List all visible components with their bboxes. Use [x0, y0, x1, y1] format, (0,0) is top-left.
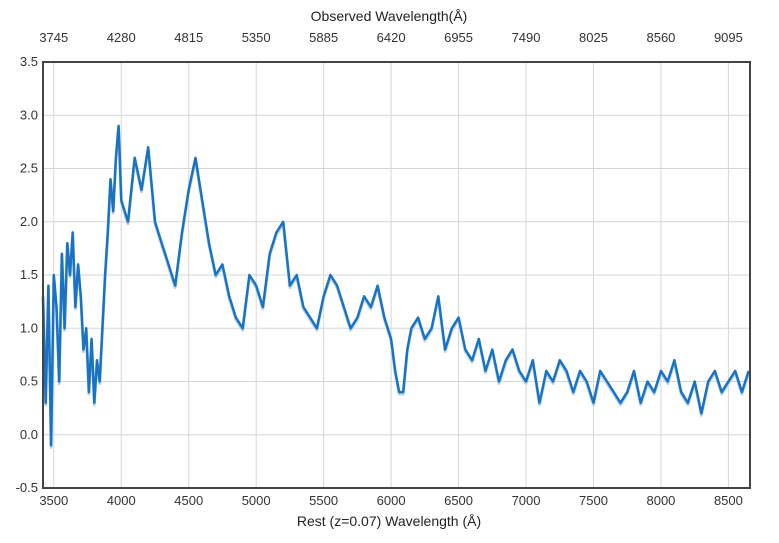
- y-tick-label: -0.5: [16, 480, 38, 495]
- x-tick-label: 7500: [579, 493, 608, 508]
- top-tick-label: 7490: [512, 30, 541, 45]
- y-tick-label: 1.0: [20, 320, 38, 335]
- y-tick-label: 3.0: [20, 107, 38, 122]
- x-tick-label: 3500: [39, 493, 68, 508]
- top-tick-label: 5885: [309, 30, 338, 45]
- plot-frame: [42, 61, 751, 489]
- top-axis-title: Observed Wavelength(Å): [311, 8, 468, 24]
- x-tick-label: 7000: [512, 493, 541, 508]
- y-tick-label: 1.5: [20, 267, 38, 282]
- y-tick-label: 0.5: [20, 374, 38, 389]
- x-tick-label: 4000: [107, 493, 136, 508]
- top-tick-label: 8025: [579, 30, 608, 45]
- x-tick-label: 5500: [309, 493, 338, 508]
- top-tick-label: 4280: [107, 30, 136, 45]
- x-tick-label: 5000: [242, 493, 271, 508]
- y-tick-label: 3.5: [20, 54, 38, 69]
- y-tick-label: 2.5: [20, 161, 38, 176]
- y-tick-label: 0.0: [20, 427, 38, 442]
- x-tick-label: 8000: [646, 493, 675, 508]
- top-tick-label: 5350: [242, 30, 271, 45]
- top-tick-label: 8560: [646, 30, 675, 45]
- x-tick-label: 8500: [714, 493, 743, 508]
- x-tick-label: 6000: [377, 493, 406, 508]
- x-tick-label: 6500: [444, 493, 473, 508]
- y-tick-label: 2.0: [20, 214, 38, 229]
- top-tick-label: 3745: [39, 30, 68, 45]
- top-tick-label: 6955: [444, 30, 473, 45]
- top-tick-label: 9095: [714, 30, 743, 45]
- data-layer: [41, 124, 751, 449]
- x-axis-title: Rest (z=0.07) Wavelength (Å): [297, 513, 481, 529]
- tick-layer: -0.5 0.0 0.5 1.0 1.5 2.0 2.5 3.0 3.5 3500 4000 4500…: [16, 30, 743, 508]
- top-tick-label: 6420: [377, 30, 406, 45]
- grid-layer: [43, 61, 750, 489]
- series-line: [41, 124, 750, 447]
- top-tick-label: 4815: [174, 30, 203, 45]
- x-tick-label: 4500: [174, 493, 203, 508]
